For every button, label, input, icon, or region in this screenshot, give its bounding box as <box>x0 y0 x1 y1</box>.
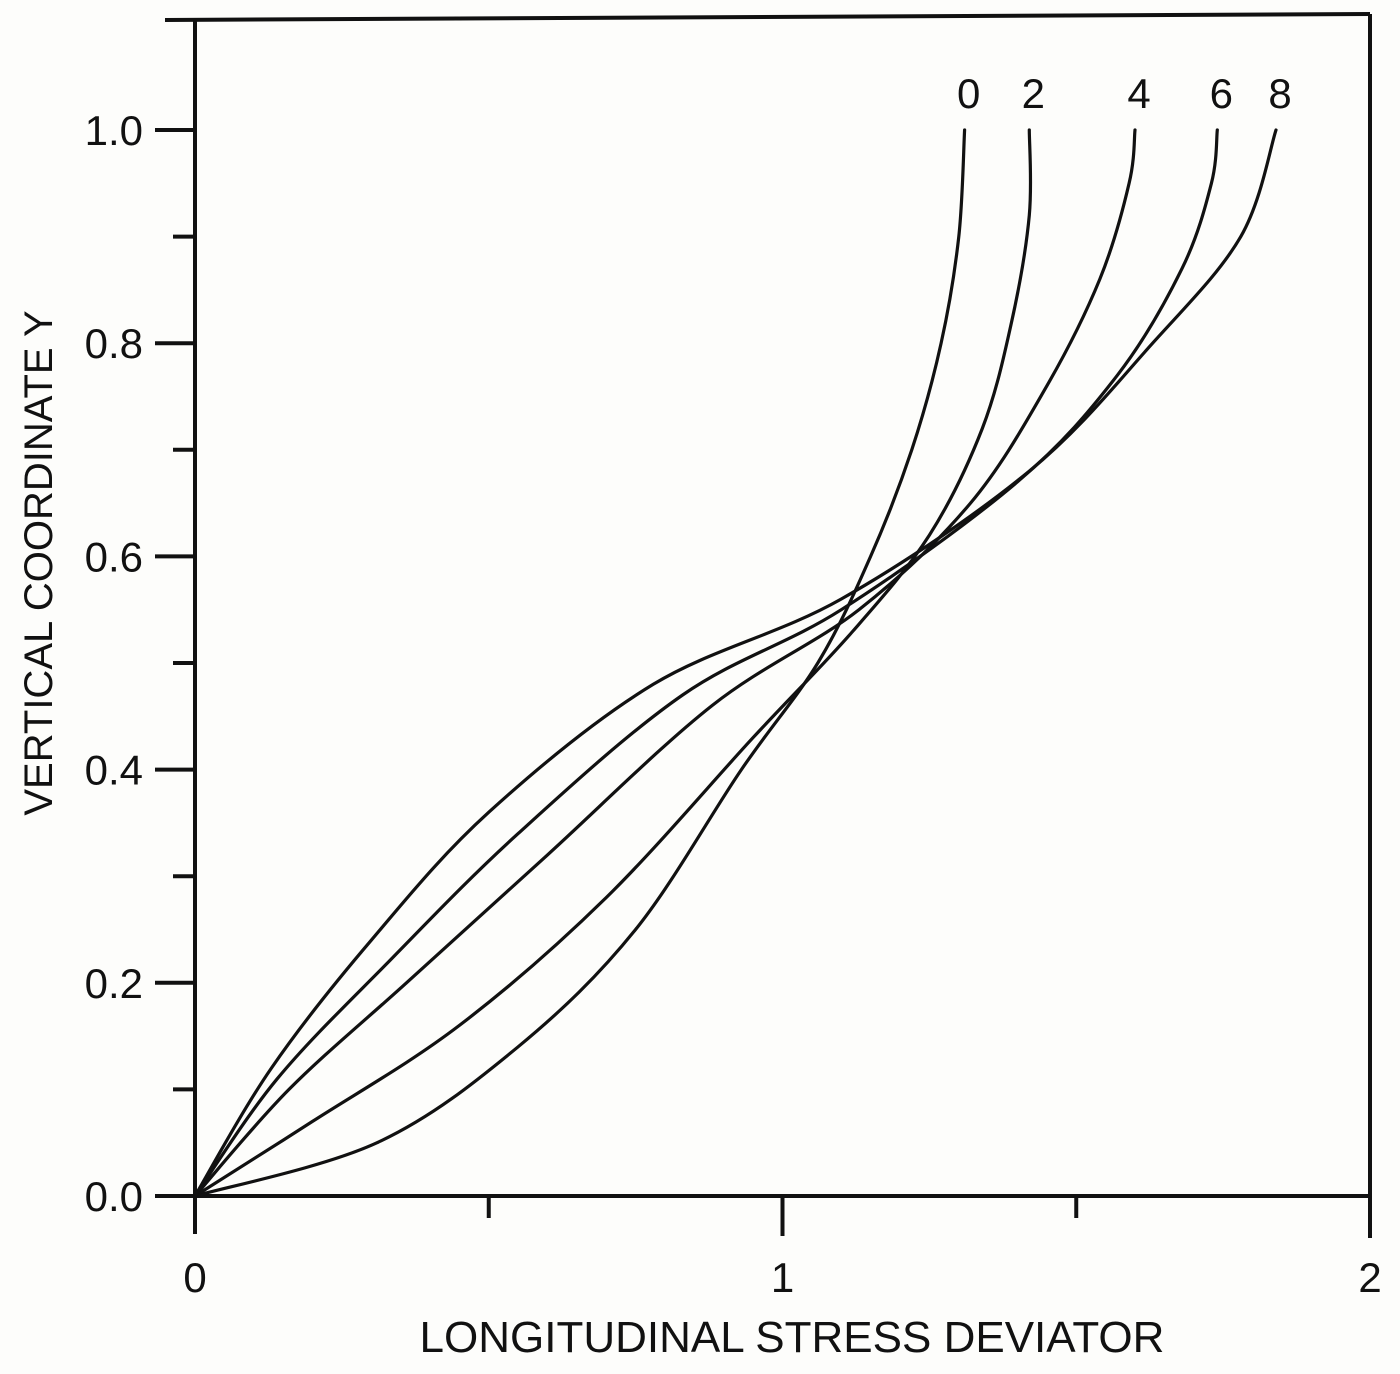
curve-group <box>193 128 1278 1198</box>
curve-8 <box>193 128 1278 1198</box>
x-tick-label: 1 <box>771 1254 794 1301</box>
y-tick-label: 0.8 <box>85 320 143 367</box>
y-tick-label: 0.6 <box>85 533 143 580</box>
curve-label-4: 4 <box>1127 70 1150 117</box>
curve-2 <box>193 128 1033 1198</box>
curve-6 <box>193 128 1219 1198</box>
curve-label-0: 0 <box>957 70 980 117</box>
y-tick-label: 0.4 <box>85 747 143 794</box>
curve-4 <box>193 128 1137 1198</box>
curve-label-6: 6 <box>1210 70 1233 117</box>
plot-frame <box>164 12 1372 1238</box>
x-tick-label: 2 <box>1358 1254 1381 1301</box>
y-tick-label: 0.2 <box>85 960 143 1007</box>
curve-0 <box>193 128 967 1198</box>
y-axis-title: VERTICAL COORDINATE Y <box>17 310 61 815</box>
y-tick-label: 0.0 <box>85 1173 143 1220</box>
y-tick-label: 1.0 <box>85 107 143 154</box>
x-tick-label: 0 <box>183 1254 206 1301</box>
x-axis-title: LONGITUDINAL STRESS DEVIATOR <box>420 1313 1165 1362</box>
x-axis: 0 1 2 <box>183 1196 1382 1301</box>
curve-label-2: 2 <box>1022 70 1045 117</box>
top-frame-line <box>164 12 1371 22</box>
y-axis: 0.0 0.2 0.4 0.6 0.8 1.0 <box>85 107 195 1220</box>
curve-label-8: 8 <box>1268 70 1291 117</box>
